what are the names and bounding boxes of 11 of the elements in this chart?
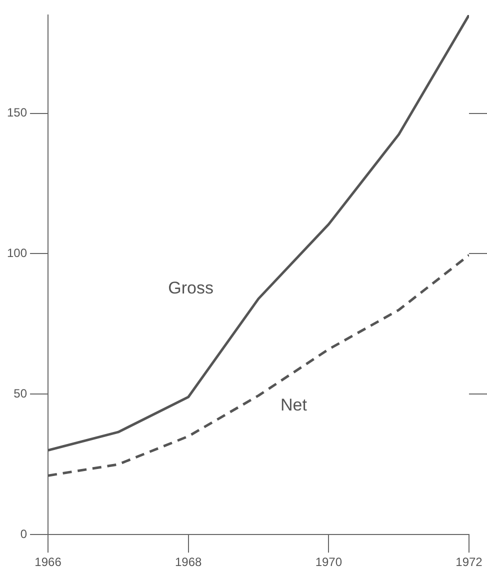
text: Gross (168, 278, 214, 298)
x-tick-label: 1968 (174, 555, 202, 570)
y-tick-label: 0 (20, 526, 28, 541)
line-series (48, 254, 469, 477)
series-label: Net (280, 395, 308, 414)
y-tick-label: 150 (6, 106, 28, 120)
x-tick-label: 1966 (34, 555, 62, 570)
x-tick-label: 1970 (315, 555, 342, 570)
y-tick-label: 100 (6, 246, 28, 260)
x-tick-label: 1972 (456, 555, 483, 570)
y-tick-label: 50 (14, 386, 28, 400)
